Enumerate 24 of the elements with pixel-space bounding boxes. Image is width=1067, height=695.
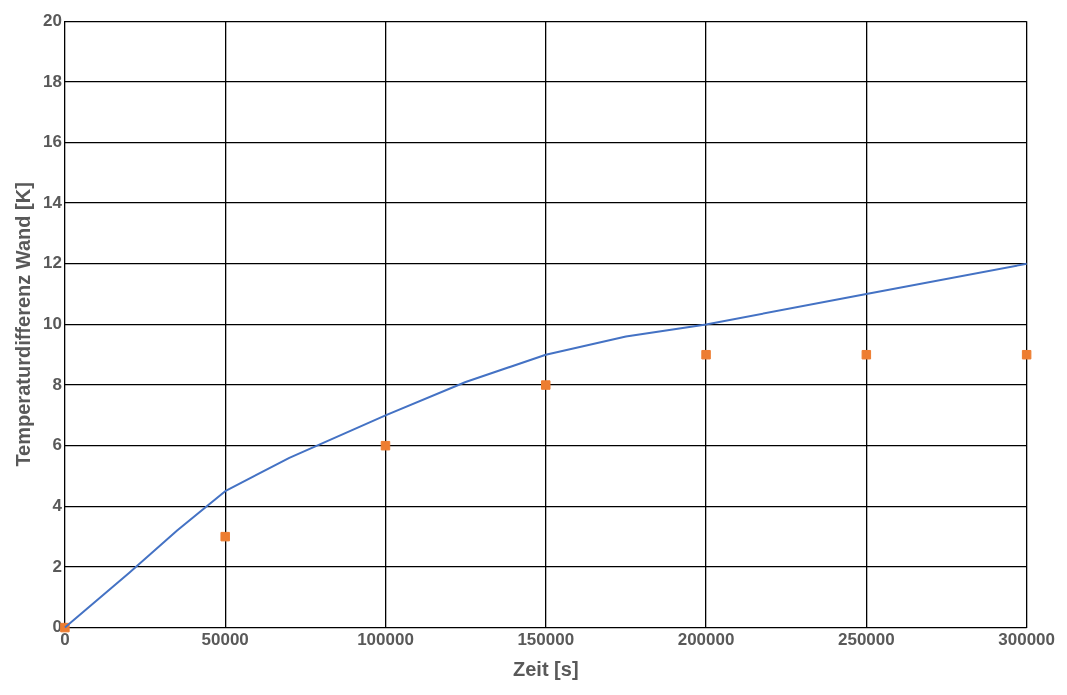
- x-tick-label: 50000: [201, 630, 249, 650]
- y-tick-label: 12: [42, 253, 62, 273]
- y-tick-label: 10: [42, 314, 62, 334]
- point: [380, 440, 391, 451]
- point: [701, 349, 711, 360]
- y-axis-title: Temperaturdifferenz Wand [K]: [11, 182, 34, 467]
- y-tick-label: 4: [52, 496, 63, 516]
- y-tick-label: 20: [42, 10, 62, 30]
- y-tick-label: 8: [52, 374, 62, 394]
- x-tick-label: 200000: [677, 630, 735, 650]
- y-tick-label: 14: [42, 192, 63, 212]
- point: [1021, 349, 1032, 360]
- y-tick-label: 6: [52, 435, 62, 455]
- x-tick-label: 300000: [998, 630, 1055, 650]
- x-axis-title: Zeit [s]: [512, 657, 579, 680]
- x-tick-label: 100000: [357, 630, 414, 650]
- y-tick-label: 16: [42, 132, 62, 152]
- point: [541, 380, 551, 390]
- x-tick-label: 150000: [517, 630, 575, 650]
- point: [220, 531, 230, 542]
- x-tick-label: 250000: [837, 630, 895, 650]
- y-tick-label: 2: [52, 556, 62, 576]
- y-tick-label: 18: [42, 71, 62, 91]
- point: [861, 349, 872, 360]
